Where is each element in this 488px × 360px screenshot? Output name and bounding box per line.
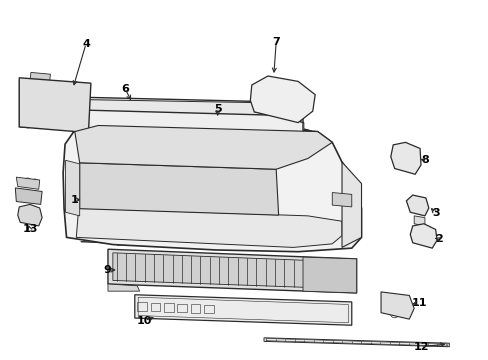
Polygon shape <box>341 162 361 247</box>
Text: 10: 10 <box>137 316 152 325</box>
Polygon shape <box>53 97 303 135</box>
Polygon shape <box>16 177 40 189</box>
Polygon shape <box>390 142 420 174</box>
Polygon shape <box>413 216 424 226</box>
Polygon shape <box>19 78 91 133</box>
Text: 3: 3 <box>431 208 439 218</box>
Polygon shape <box>15 188 42 204</box>
Polygon shape <box>108 249 356 293</box>
Polygon shape <box>65 160 80 216</box>
Text: 13: 13 <box>22 225 38 234</box>
Polygon shape <box>250 76 315 123</box>
Polygon shape <box>264 338 448 347</box>
Polygon shape <box>63 126 361 252</box>
Polygon shape <box>397 148 413 160</box>
Polygon shape <box>290 116 304 142</box>
Polygon shape <box>30 72 50 83</box>
Text: 9: 9 <box>103 265 111 275</box>
Polygon shape <box>406 195 428 216</box>
Polygon shape <box>75 126 331 169</box>
Polygon shape <box>25 81 86 129</box>
Text: 8: 8 <box>420 155 428 165</box>
Text: 5: 5 <box>213 104 221 114</box>
Text: 6: 6 <box>121 84 129 94</box>
Polygon shape <box>108 284 140 291</box>
Polygon shape <box>303 257 356 293</box>
Polygon shape <box>18 204 42 226</box>
Polygon shape <box>76 208 341 247</box>
Text: 4: 4 <box>82 39 90 49</box>
Polygon shape <box>380 292 413 319</box>
Polygon shape <box>73 110 86 137</box>
Polygon shape <box>331 193 351 207</box>
Polygon shape <box>135 295 351 325</box>
Text: 11: 11 <box>410 298 426 308</box>
Text: 1: 1 <box>71 195 79 205</box>
Text: 12: 12 <box>412 342 428 352</box>
Polygon shape <box>73 110 303 144</box>
Text: 2: 2 <box>434 234 442 244</box>
Polygon shape <box>29 87 80 125</box>
Polygon shape <box>19 80 29 128</box>
Polygon shape <box>409 224 436 248</box>
Text: 7: 7 <box>272 37 280 47</box>
Polygon shape <box>80 163 278 215</box>
Polygon shape <box>113 253 351 289</box>
